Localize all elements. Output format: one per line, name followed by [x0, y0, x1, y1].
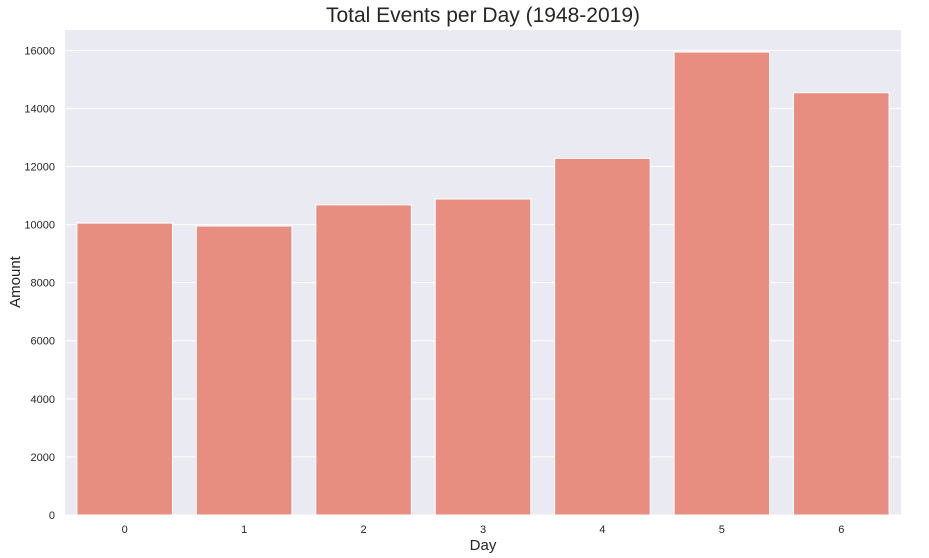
x-tick-label: 4: [599, 524, 605, 536]
x-tick-label: 0: [122, 524, 128, 536]
bar-day-4: [554, 157, 651, 516]
bar-day-5: [673, 51, 771, 516]
x-tick-label: 3: [480, 524, 486, 536]
y-tick-label: 14000: [24, 103, 55, 115]
y-tick-label: 10000: [24, 220, 55, 232]
bar-day-2: [315, 204, 412, 516]
y-tick-label: 4000: [31, 394, 55, 406]
x-tick-label: 2: [361, 524, 367, 536]
y-tick-label: 0: [49, 510, 55, 522]
x-axis-label: Day: [470, 537, 497, 554]
y-tick-label: 16000: [24, 45, 55, 57]
bars: [76, 51, 890, 516]
bar-day-1: [195, 225, 293, 516]
bar-day-6: [793, 92, 890, 516]
bar-day-3: [434, 198, 532, 516]
y-axis-label: Amount: [7, 255, 24, 308]
y-tick-label: 2000: [31, 452, 55, 464]
y-tick-label: 8000: [31, 278, 55, 290]
x-tick-label: 1: [241, 524, 247, 536]
x-tick-label: 5: [719, 524, 725, 536]
y-tick-label: 12000: [24, 161, 55, 173]
y-tick-label: 6000: [31, 336, 55, 348]
y-tick-labels: 0 2000 4000 6000 8000 10000 12000 14000 16000: [24, 45, 55, 522]
x-tick-label: 6: [838, 524, 844, 536]
chart-title: Total Events per Day (1948-2019): [326, 4, 640, 27]
x-tick-labels: 0 1 2 3 4 5 6: [122, 524, 845, 536]
bar-day-0: [76, 222, 173, 516]
